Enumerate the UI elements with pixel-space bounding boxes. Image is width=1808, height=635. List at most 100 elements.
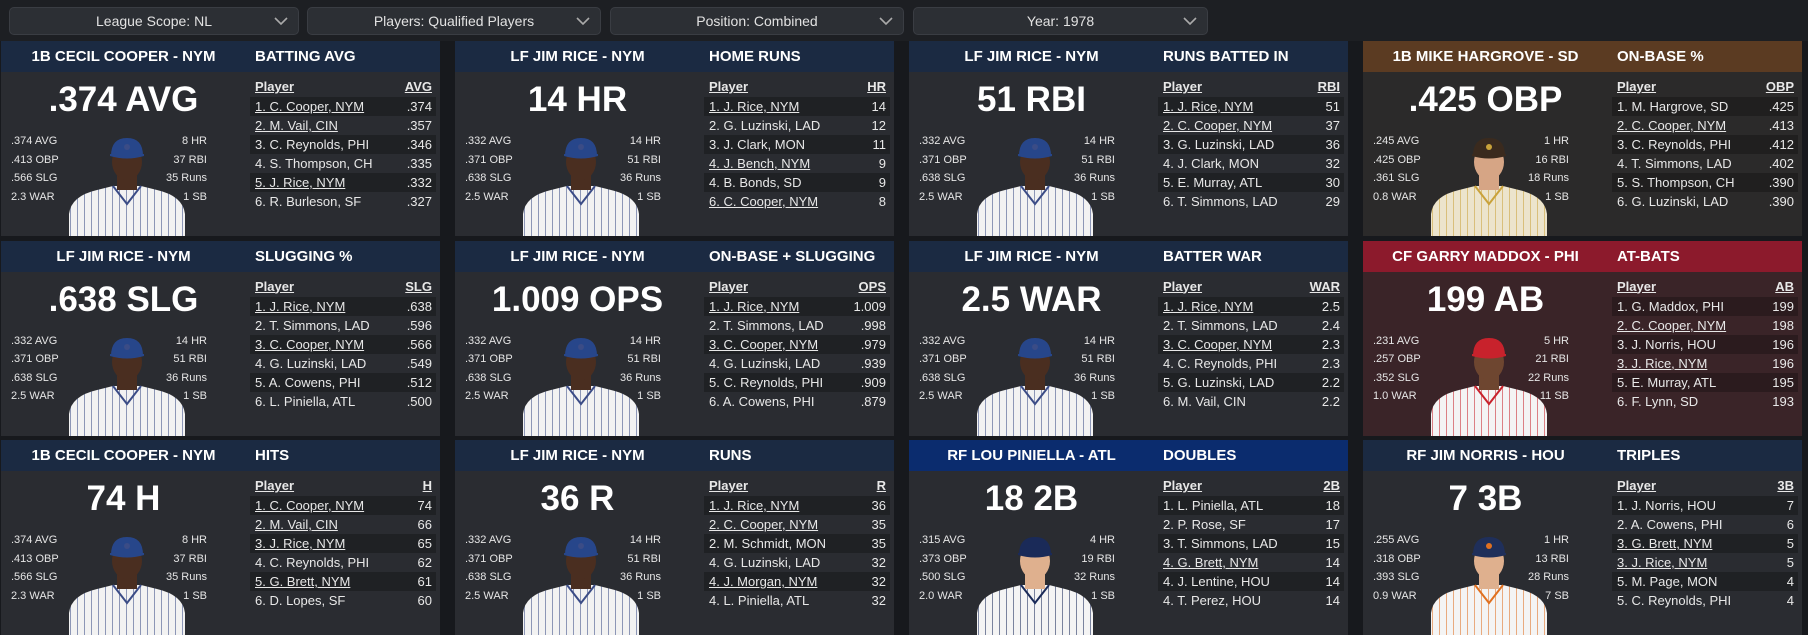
stat-value: 2.3	[1321, 355, 1340, 371]
stat-value: .390	[1768, 175, 1794, 190]
table-row: 5. G. Luzinski, LAD 2.2	[1158, 372, 1344, 392]
table-row: 4. J. Clark, MON 32	[1158, 154, 1344, 173]
cap-logo	[1486, 144, 1492, 150]
stat-value: 18	[1325, 498, 1340, 513]
season-stat: 14 HR	[629, 334, 661, 347]
player-link[interactable]: 2. C. Cooper, NYM	[1617, 317, 1727, 333]
player-portrait	[1431, 337, 1547, 436]
stat-value: 9	[878, 175, 886, 190]
player-name: 3. C. Reynolds, PHI	[255, 137, 370, 152]
player-link[interactable]: 3. C. Cooper, NYM	[255, 336, 365, 352]
leader-card: LF JIM RICE - NYM RUNS 36 R .332 AVG .371 OB…	[455, 440, 894, 635]
jersey	[977, 585, 1093, 635]
player-name: 4. C. Reynolds, PHI	[255, 555, 370, 570]
cap-logo	[1486, 343, 1492, 350]
collar	[566, 384, 596, 406]
season-stat: .361 SLG	[1373, 172, 1420, 184]
season-stat: 1 SB	[1091, 589, 1115, 602]
player-link[interactable]: 1. J. Rice, NYM	[1163, 298, 1254, 314]
player-name: 5. C. Reynolds, PHI	[1617, 593, 1732, 608]
season-stat: 36 Runs	[620, 571, 661, 583]
player-name: 1. M. Hargrove, SD	[1617, 99, 1729, 114]
season-stat: 36 Runs	[620, 371, 661, 384]
player-link[interactable]: 5. G. Brett, NYM	[255, 574, 351, 589]
player-link[interactable]: 1. J. Rice, NYM	[709, 99, 800, 114]
player-link[interactable]: 1. J. Rice, NYM	[709, 498, 800, 513]
player-link[interactable]: 1. J. Rice, NYM	[255, 298, 346, 314]
card-body: 7 3B .255 AVG .318 OBP .393 SLG 0.9 WAR 1 HR 1…	[1363, 471, 1802, 635]
filter-dropdown[interactable]: Players: Qualified Players	[307, 7, 601, 35]
season-stat: 14 HR	[629, 135, 661, 147]
player-link[interactable]: 2. C. Cooper, NYM	[709, 517, 819, 532]
player-name: 6. G. Luzinski, LAD	[1617, 194, 1729, 209]
stat-value: 4	[1786, 593, 1794, 608]
season-stat: .332 AVG	[465, 135, 512, 147]
player-link[interactable]: 3. J. Rice, NYM	[1617, 555, 1708, 570]
player-link[interactable]: 1. J. Rice, NYM	[1163, 99, 1254, 114]
season-stat: .315 AVG	[919, 534, 966, 546]
table-rows: 1. L. Piniella, ATL 18 2. P. Rose, SF 17 3. …	[1158, 496, 1344, 610]
player-name: 4. T. Perez, HOU	[1163, 593, 1262, 608]
season-stat: 16 RBI	[1535, 153, 1569, 166]
cap-brim	[564, 353, 598, 358]
player-link[interactable]: 1. C. Cooper, NYM	[255, 99, 365, 114]
player-link[interactable]: 3. G. Brett, NYM	[1617, 536, 1713, 551]
table-row: 6. C. Cooper, NYM 8	[704, 192, 890, 211]
table-row: 5. J. Rice, NYM .332	[250, 173, 436, 192]
player-title: RF JIM NORRIS - HOU	[1406, 447, 1565, 464]
table-header: Player OBP	[1612, 76, 1798, 97]
stat-value: .939	[860, 355, 886, 371]
player-link[interactable]: 2. C. Cooper, NYM	[1617, 118, 1727, 133]
player-link[interactable]: 4. J. Morgan, NYM	[709, 574, 818, 589]
table-rows: 1. G. Maddox, PHI 199 2. C. Cooper, NYM 198…	[1612, 296, 1798, 411]
player-name: 6. F. Lynn, SD	[1617, 393, 1699, 409]
season-stat: .255 AVG	[1373, 534, 1420, 546]
player-link[interactable]: 6. C. Cooper, NYM	[709, 194, 819, 209]
player-link[interactable]: 1. C. Cooper, NYM	[255, 498, 365, 513]
leader-card: LF JIM RICE - NYM BATTER WAR 2.5 WAR .332 A…	[909, 240, 1348, 436]
stat-value: 14	[1325, 593, 1340, 608]
player-link[interactable]: 4. J. Bench, NYM	[709, 156, 811, 171]
season-stat: 18 Runs	[1528, 172, 1569, 184]
table-row: 1. J. Rice, NYM .638	[250, 296, 436, 316]
player-link[interactable]: 2. C. Cooper, NYM	[1163, 118, 1273, 133]
filter-dropdown[interactable]: Position: Combined	[610, 7, 904, 35]
player-link[interactable]: 5. J. Rice, NYM	[255, 175, 346, 190]
season-stat: .500 SLG	[919, 571, 966, 583]
stat-value: 5	[1786, 555, 1794, 570]
leader-table: Player 3B 1. J. Norris, HOU 7 2. A. Cowens, …	[1612, 475, 1798, 610]
cap-brim	[110, 553, 144, 558]
column-header: Player	[1163, 478, 1203, 493]
jersey	[1431, 186, 1547, 236]
table-header: Player OPS	[704, 276, 890, 297]
filter-dropdown[interactable]: Year: 1978	[913, 7, 1208, 35]
season-stat: 1 SB	[1091, 390, 1115, 402]
stat-title: AT-BATS	[1617, 247, 1680, 265]
stat-value: 14	[1325, 555, 1340, 570]
table-header: Player HR	[704, 76, 890, 97]
player-link[interactable]: 1. J. Rice, NYM	[709, 298, 800, 314]
stat-value: 32	[871, 555, 886, 570]
player-name: 6. T. Simmons, LAD	[1163, 194, 1278, 209]
player-link[interactable]: 3. J. Rice, NYM	[255, 536, 346, 551]
leader-table: Player 2B 1. L. Piniella, ATL 18 2. P. Rose,…	[1158, 475, 1344, 610]
player-link[interactable]: 3. C. Cooper, NYM	[1163, 336, 1273, 352]
stat-value: 2.4	[1321, 317, 1340, 333]
season-stat: 51 RBI	[627, 552, 661, 565]
player-link[interactable]: 3. J. Rice, NYM	[1617, 355, 1708, 371]
player-portrait	[69, 337, 185, 436]
filter-dropdown[interactable]: League Scope: NL	[9, 7, 299, 35]
player-link[interactable]: 3. C. Cooper, NYM	[709, 336, 819, 352]
stat-value: 2.2	[1321, 374, 1340, 390]
player-name: 3. T. Simmons, LAD	[1163, 536, 1278, 551]
player-link[interactable]: 2. M. Vail, CIN	[255, 517, 338, 532]
season-stat: 14 HR	[629, 534, 661, 546]
table-row: 1. C. Cooper, NYM .374	[250, 97, 436, 116]
season-stat: .374 AVG	[11, 135, 58, 147]
season-stat: 13 RBI	[1535, 552, 1569, 565]
season-stat: .332 AVG	[11, 334, 58, 347]
collar	[112, 584, 142, 605]
player-link[interactable]: 4. G. Brett, NYM	[1163, 555, 1259, 570]
player-link[interactable]: 2. M. Vail, CIN	[255, 118, 338, 133]
table-header: Player 3B	[1612, 475, 1798, 496]
